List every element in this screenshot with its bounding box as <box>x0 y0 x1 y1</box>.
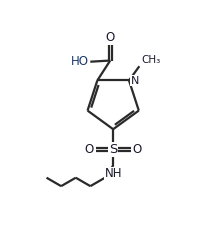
Text: O: O <box>133 143 142 156</box>
Text: HO: HO <box>71 55 89 68</box>
Text: O: O <box>84 143 94 156</box>
Text: O: O <box>106 31 115 44</box>
Text: S: S <box>109 143 117 156</box>
Text: NH: NH <box>104 167 122 180</box>
Text: CH₃: CH₃ <box>141 55 160 65</box>
Text: N: N <box>131 76 139 86</box>
